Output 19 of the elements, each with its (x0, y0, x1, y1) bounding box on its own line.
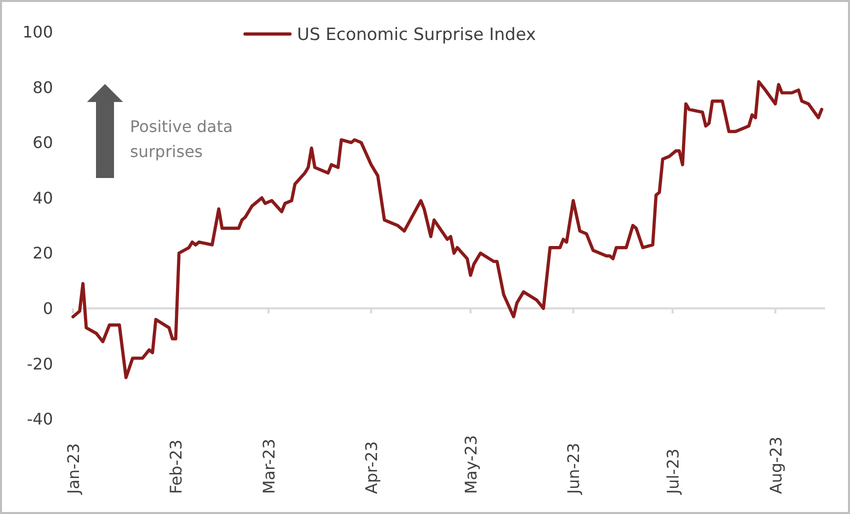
x-tick-label: Mar-23 (259, 438, 278, 494)
line-series (71, 80, 824, 380)
y-tick-label: -40 (26, 410, 53, 429)
x-tick-label: Jun-23 (564, 442, 584, 495)
x-tick-label: Jul-23 (664, 448, 683, 495)
y-tick-label: 0 (42, 299, 53, 318)
x-tick-label: Feb-23 (166, 440, 186, 494)
x-tick-label: Jan-23 (64, 443, 83, 495)
x-tick-label: Apr-23 (362, 441, 382, 494)
y-tick-label: 40 (32, 188, 53, 208)
y-tick-label: 20 (32, 244, 53, 263)
y-tick-label: 100 (22, 22, 53, 42)
annotation: Positive data surprises (130, 117, 233, 161)
legend-label: US Economic Surprise Index (297, 24, 536, 45)
x-tick-label: Aug-23 (766, 436, 786, 494)
y-tick-label: 60 (32, 133, 53, 152)
x-tick-label: May-23 (462, 435, 481, 494)
y-tick-label: 80 (32, 78, 53, 97)
y-tick-label: -20 (26, 354, 53, 374)
